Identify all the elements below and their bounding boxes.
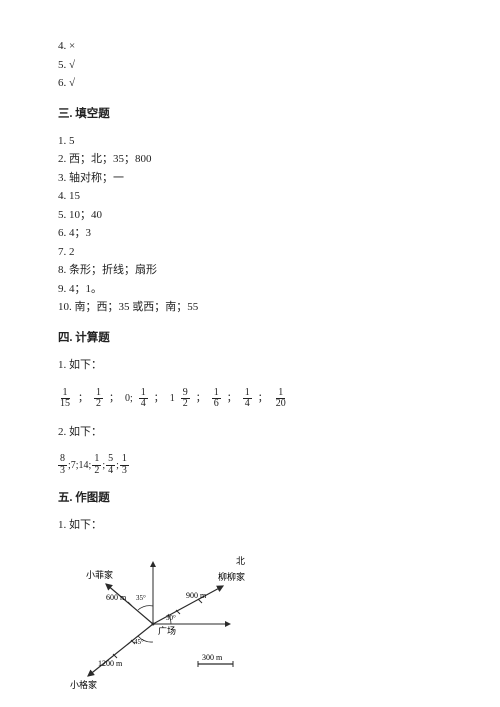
fraction: 115 — [58, 388, 72, 410]
d3-label: 1200 m — [98, 659, 123, 668]
calc-label: 1. 如下： — [58, 357, 442, 374]
fill-item: 3. 轴对称；一 — [58, 170, 442, 187]
fraction: 54 — [106, 454, 115, 476]
separator: ; — [116, 458, 119, 473]
fraction: 92 — [181, 388, 190, 410]
answer-row: 5. √ — [58, 57, 442, 74]
fraction: 120 — [274, 388, 288, 410]
diagram-svg: 北 小菲家 柳柳家 小格家 广场 600 m 900 m 1200 m 300 … — [58, 544, 268, 694]
separator: 0; — [125, 391, 133, 406]
fill-item: 8. 条形；折线；扇形 — [58, 262, 442, 279]
fill-item: 5. 10；40 — [58, 207, 442, 224]
home3-label: 小格家 — [70, 679, 97, 690]
separator: ； — [154, 391, 164, 406]
fill-item: 6. 4；3 — [58, 225, 442, 242]
home1-label: 小菲家 — [86, 569, 113, 580]
ans-no: 6. — [58, 77, 66, 89]
ans-mark: √ — [69, 59, 75, 71]
section-title-fill: 三. 填空题 — [58, 106, 442, 123]
fraction: 16 — [212, 388, 221, 410]
direction-diagram: 北 小菲家 柳柳家 小格家 广场 600 m 900 m 1200 m 300 … — [58, 544, 442, 694]
north-label: 北 — [236, 556, 245, 566]
center-label: 广场 — [158, 625, 176, 636]
fraction: 12 — [94, 388, 103, 410]
angle2-label: 30° — [166, 614, 176, 622]
separator: ； — [196, 391, 206, 406]
ans-no: 5. — [58, 59, 66, 71]
separator: ； — [258, 391, 268, 406]
separator: 1 — [170, 391, 175, 406]
fill-item: 4. 15 — [58, 188, 442, 205]
calc-label: 2. 如下： — [58, 424, 442, 441]
separator: ； — [78, 391, 88, 406]
fill-answers: 1. 5 2. 西；北；35；800 3. 轴对称；一 4. 15 5. 10；… — [58, 133, 442, 316]
section-title-calc: 四. 计算题 — [58, 330, 442, 347]
home2-label: 柳柳家 — [218, 571, 245, 582]
fraction-row-1: 115 ； 12 ； 0; 14 ； 1 92 ； 16 ； 14 ； 120 — [58, 388, 442, 410]
d2-label: 900 m — [186, 591, 207, 600]
fraction: 12 — [92, 454, 101, 476]
fill-item: 10. 南；西；35 或西；南；55 — [58, 299, 442, 316]
judgment-answers: 4. × 5. √ 6. √ — [58, 38, 442, 92]
answer-row: 6. √ — [58, 75, 442, 92]
separator: ;7;14; — [68, 458, 91, 473]
answer-row: 4. × — [58, 38, 442, 55]
scale-label: 300 m — [202, 653, 223, 662]
calc-problem-2: 2. 如下： 83;7;14;12;54;13 — [58, 424, 442, 477]
calc-problem-1: 1. 如下： 115 ； 12 ； 0; 14 ； 1 92 ； 16 ； 14 ； 120 — [58, 357, 442, 410]
fraction: 13 — [120, 454, 129, 476]
d1-label: 600 m — [106, 593, 127, 602]
ans-mark: √ — [69, 77, 75, 89]
section-title-draw: 五. 作图题 — [58, 490, 442, 507]
fill-item: 1. 5 — [58, 133, 442, 150]
fill-item: 9. 4；1。 — [58, 281, 442, 298]
angle1-label: 35° — [136, 594, 146, 602]
separator: ； — [109, 391, 119, 406]
separator: ; — [102, 458, 105, 473]
fraction: 83 — [58, 454, 67, 476]
fill-item: 7. 2 — [58, 244, 442, 261]
ans-no: 4. — [58, 40, 66, 52]
fraction-row-2: 83;7;14;12;54;13 — [58, 454, 442, 476]
fraction: 14 — [243, 388, 252, 410]
angle3-label: 45° — [134, 638, 144, 646]
draw-label: 1. 如下： — [58, 517, 442, 534]
fill-item: 2. 西；北；35；800 — [58, 151, 442, 168]
fraction: 14 — [139, 388, 148, 410]
separator: ； — [227, 391, 237, 406]
ans-mark: × — [69, 40, 75, 52]
